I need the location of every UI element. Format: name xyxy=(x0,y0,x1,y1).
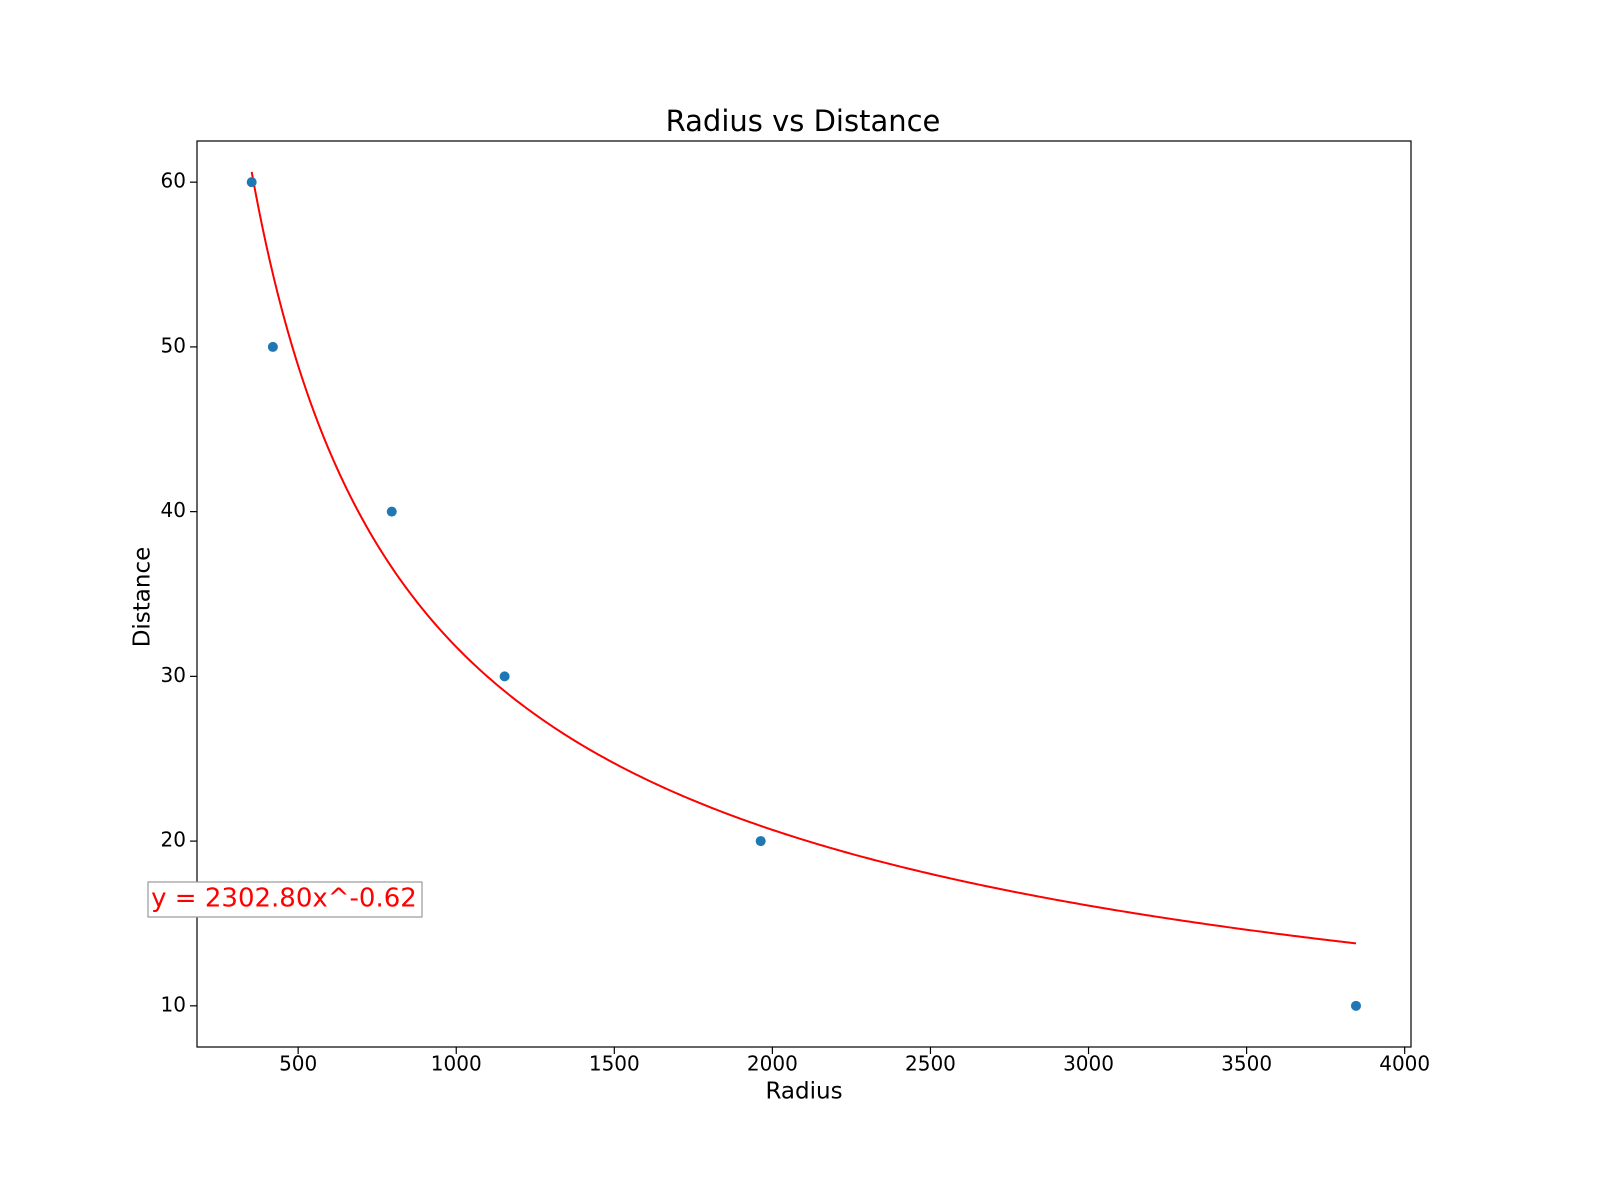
x-tick-label: 3000 xyxy=(1063,1052,1114,1076)
x-tick-label: 1000 xyxy=(431,1052,482,1076)
scatter-point xyxy=(386,506,397,517)
y-tick-label: 50 xyxy=(161,333,186,357)
x-tick-label: 3500 xyxy=(1221,1052,1272,1076)
x-axis-label: Radius xyxy=(765,1079,842,1105)
scatter-point xyxy=(499,671,510,682)
x-tick-label: 2500 xyxy=(905,1052,956,1076)
plot-frame xyxy=(196,140,1412,1048)
y-tick-label: 40 xyxy=(161,498,186,522)
x-tick-label: 2000 xyxy=(747,1052,798,1076)
x-tick-label: 500 xyxy=(279,1052,317,1076)
x-tick-label: 4000 xyxy=(1379,1052,1430,1076)
x-tick-label: 1500 xyxy=(589,1052,640,1076)
scatter-point xyxy=(1350,1000,1361,1011)
y-axis-label: Distance xyxy=(130,547,156,648)
fit-equation-annotation: y = 2302.80x^-0.62 xyxy=(147,881,423,918)
axis-ticks: 500 1000 1500 2000 2500 3000 3500 4000 10 20 30 40 5… xyxy=(161,169,1431,1076)
scatter-point xyxy=(267,341,278,352)
scatter-point xyxy=(755,836,766,847)
fit-curve-line xyxy=(250,171,1357,945)
plot-area xyxy=(246,171,1361,1011)
scatter-point xyxy=(246,177,257,188)
y-tick-label: 30 xyxy=(161,663,186,687)
chart-title: Radius vs Distance xyxy=(666,104,941,138)
y-tick-label: 10 xyxy=(161,992,186,1016)
y-tick-label: 20 xyxy=(161,828,186,852)
y-tick-label: 60 xyxy=(161,169,186,193)
annotation-box xyxy=(147,881,423,918)
annotation-text: y = 2302.80x^-0.62 xyxy=(151,884,417,914)
